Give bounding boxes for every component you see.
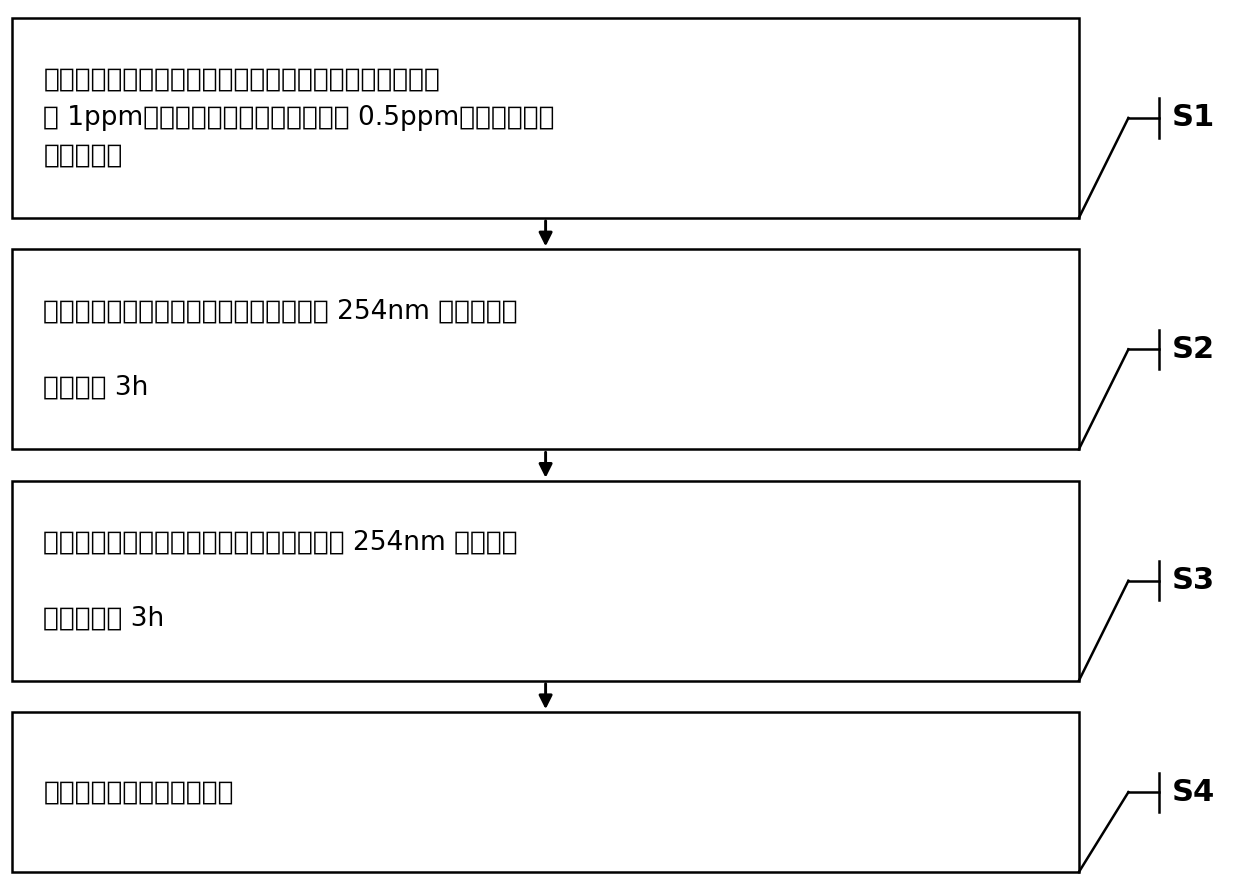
Text: S2: S2 [1172, 335, 1215, 364]
Bar [12, 481, 1079, 681]
Bar [12, 712, 1079, 872]
Text: 制备铜离子溶液和银离子溶液，铜离子溶液中铜离子浓度
为 1ppm，银离子溶液中银离子浓度为 0.5ppm，分别放置不
同的容器中: 制备铜离子溶液和银离子溶液，铜离子溶液中铜离子浓度 为 1ppm，银离子溶液中银… [43, 67, 556, 169]
Text: S1: S1 [1172, 103, 1215, 133]
Bar [12, 249, 1079, 449]
Text: S3: S3 [1172, 566, 1215, 595]
Text: S4: S4 [1172, 778, 1215, 806]
Text: 取出光催化剂并洗净、晾干: 取出光催化剂并洗净、晾干 [43, 779, 234, 805]
Text: 将光催化剂先放入铜离子溶液，用波长为 254nm 的紫外光源

持续照射 3h: 将光催化剂先放入铜离子溶液，用波长为 254nm 的紫外光源 持续照射 3h [43, 298, 518, 400]
Bar [12, 18, 1079, 218]
Text: 将光催化剂再放入银离子溶液中，用波长为 254nm 的紫外光

源持续照射 3h: 将光催化剂再放入银离子溶液中，用波长为 254nm 的紫外光 源持续照射 3h [43, 530, 518, 632]
